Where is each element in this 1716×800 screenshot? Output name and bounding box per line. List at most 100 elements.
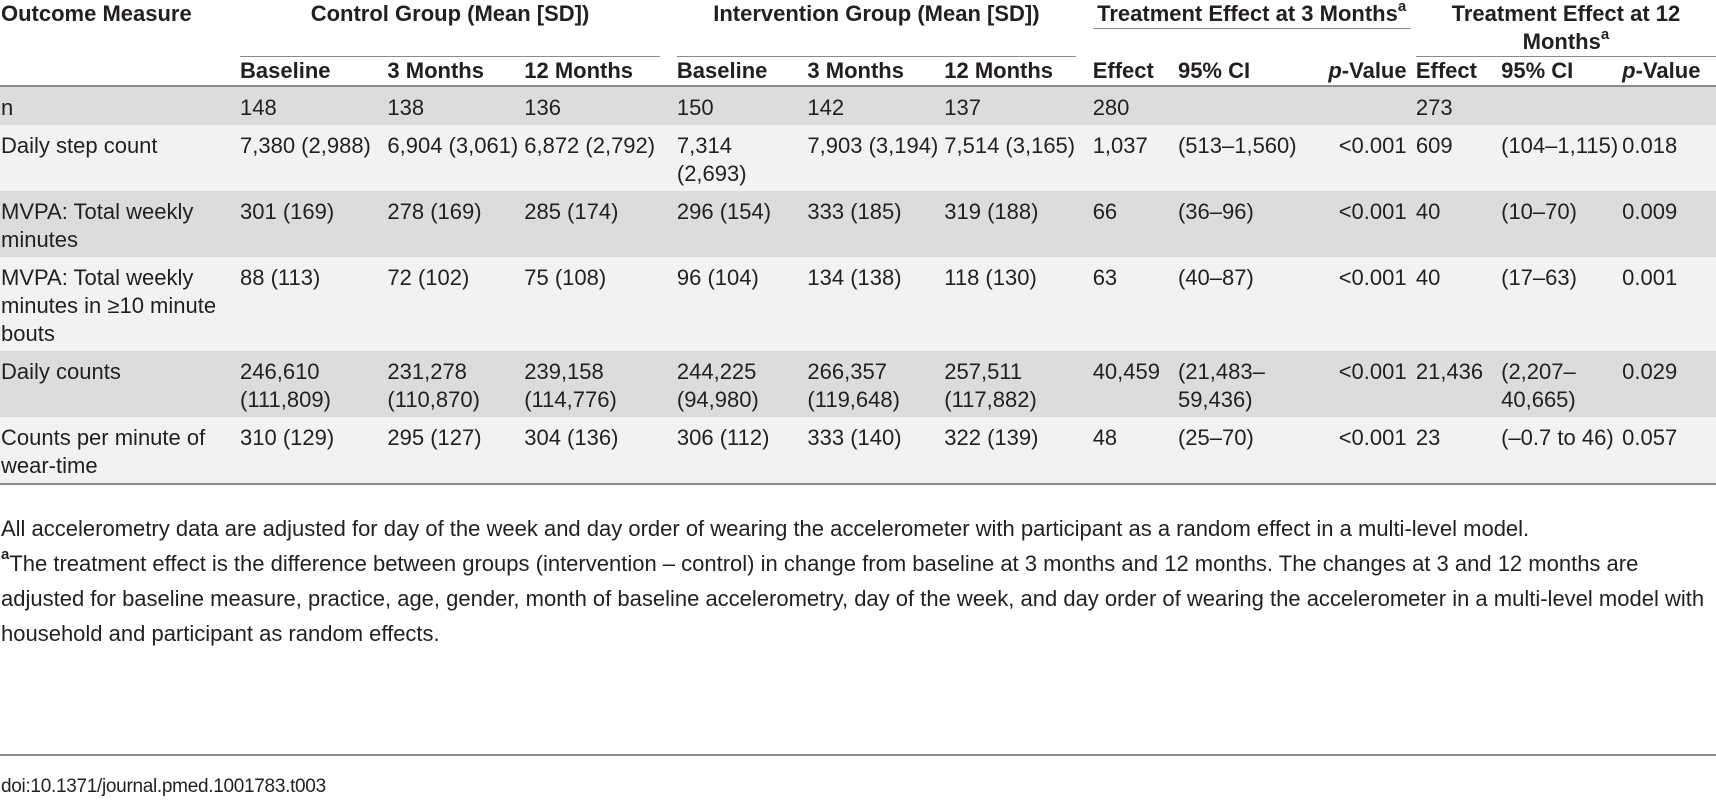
header-outcome-measure: Outcome Measure [1, 1, 192, 26]
cell-p-value-12: 0.001 [1622, 265, 1678, 290]
cell-ci-3 [1178, 86, 1315, 125]
table-row: Daily counts 246,610 (111,809) 231,278 (11… [0, 351, 1716, 417]
cell-intervention-12-months: 322 (139) [944, 425, 1039, 450]
cell-p-value-3 [1315, 86, 1411, 125]
control-group-label: Control Group (Mean [SD]) [240, 0, 661, 57]
cell-control-baseline: 246,610 (111,809) [240, 359, 331, 412]
table-notes: All accelerometry data are adjusted for … [0, 511, 1716, 651]
cell-control-baseline: 301 (169) [240, 199, 335, 224]
cell-ci-12: (–0.7 to 46) [1501, 425, 1614, 450]
cell-ci-3: (21,483–59,436) [1177, 359, 1265, 412]
footnote-marker: a [1397, 0, 1407, 15]
cell-effect-3: 280 [1092, 95, 1130, 120]
cell-control-3-months: 6,904 (3,061) [387, 133, 519, 158]
cell-row-label: n [1, 95, 14, 120]
note-adjustment: All accelerometry data are adjusted for … [1, 516, 1530, 541]
cell-control-3-months: 295 (127) [387, 425, 482, 450]
subheader-p-value-12: p-Value [1622, 57, 1716, 86]
doi-label: doi:10.1371/journal.pmed.1001783.t003 [1, 776, 326, 797]
header-effect-12-months: Treatment Effect at 12 Monthsa [1415, 0, 1716, 57]
doi-divider [0, 754, 1716, 756]
p-italic: p [1328, 58, 1342, 83]
cell-intervention-baseline: 96 (104) [676, 265, 759, 290]
cell-ci-12: (10–70) [1501, 199, 1577, 224]
cell-control-3-months: 278 (169) [387, 199, 482, 224]
cell-control-12-months: 75 (108) [524, 265, 607, 290]
subheader-ci-3: 95% CI [1177, 58, 1251, 83]
cell-intervention-12-months: 7,514 (3,165) [944, 133, 1076, 158]
cell-effect-12: 23 [1415, 425, 1441, 450]
cell-effect-3: 40,459 [1092, 359, 1160, 384]
cell-p-value-3: <0.001 [1338, 425, 1407, 450]
cell-intervention-12-months: 319 (188) [944, 199, 1039, 224]
cell-intervention-baseline: 306 (112) [676, 425, 770, 450]
effect-12-months-text: Treatment Effect at 12 Months [1451, 1, 1681, 54]
cell-intervention-3-months: 333 (185) [807, 199, 902, 224]
header-control-group: Control Group (Mean [SD]) [240, 0, 661, 57]
cell-ci-3: (513–1,560) [1177, 133, 1297, 158]
table-row: Daily step count 7,380 (2,988) 6,904 (3,06… [0, 125, 1716, 191]
cell-control-3-months: 138 [387, 95, 425, 120]
p-rest: -Value [1635, 58, 1701, 83]
cell-p-value-12: 0.057 [1622, 425, 1678, 450]
cell-effect-12: 40 [1415, 265, 1441, 290]
cell-intervention-12-months: 257,511 (117,882) [944, 359, 1037, 412]
cell-p-value-12: 0.018 [1622, 133, 1678, 158]
subheader-intervention-12-months: 12 Months [944, 58, 1054, 83]
cell-row-label: Counts per minute of wear-time [1, 425, 206, 478]
header-row-sub: Baseline 3 Months 12 Months Baseline 3 M… [0, 57, 1716, 86]
note-footnote-marker: a [1, 545, 10, 563]
cell-control-12-months: 136 [524, 95, 561, 120]
subheader-effect-3: Effect [1092, 58, 1154, 83]
cell-p-value-12: 0.009 [1622, 199, 1678, 224]
header-effect-3-months: Treatment Effect at 3 Monthsa [1092, 0, 1411, 57]
cell-control-3-months: 72 (102) [387, 265, 470, 290]
cell-intervention-3-months: 134 (138) [807, 265, 902, 290]
subheader-p-value-3: p-Value [1315, 57, 1411, 86]
cell-control-baseline: 310 (129) [240, 425, 335, 450]
cell-p-value-3: <0.001 [1338, 359, 1407, 384]
cell-intervention-baseline: 150 [676, 95, 714, 120]
cell-intervention-12-months: 137 [944, 95, 981, 120]
cell-effect-3: 48 [1092, 425, 1118, 450]
header-intervention-group: Intervention Group (Mean [SD]) [676, 0, 1076, 57]
cell-effect-12: 609 [1415, 133, 1453, 158]
subheader-control-3-months: 3 Months [387, 58, 484, 83]
cell-intervention-baseline: 244,225 (94,980) [676, 359, 759, 412]
cell-ci-3: (25–70) [1177, 425, 1254, 450]
cell-effect-12: 21,436 [1415, 359, 1484, 384]
effect-3-months-label: Treatment Effect at 3 Monthsa [1092, 0, 1411, 29]
cell-ci-12: (104–1,115) [1501, 133, 1619, 158]
intervention-group-label: Intervention Group (Mean [SD]) [676, 0, 1076, 57]
cell-intervention-3-months: 266,357 (119,648) [807, 359, 900, 412]
cell-control-3-months: 231,278 (110,870) [387, 359, 480, 412]
cell-control-baseline: 148 [240, 95, 277, 120]
cell-p-value-3: <0.001 [1338, 133, 1407, 158]
cell-row-label: MVPA: Total weekly minutes [1, 199, 194, 252]
subheader-control-12-months: 12 Months [524, 58, 634, 83]
cell-effect-3: 66 [1092, 199, 1118, 224]
cell-effect-12: 273 [1415, 95, 1453, 120]
results-table-container: Outcome Measure Control Group (Mean [SD]… [0, 0, 1716, 484]
note-treatment-effect: aThe treatment effect is the difference … [0, 546, 1716, 651]
note-treatment-effect-text: The treatment effect is the difference b… [1, 551, 1705, 646]
subheader-effect-12: Effect [1415, 58, 1477, 83]
cell-control-baseline: 7,380 (2,988) [240, 133, 371, 158]
cell-row-label: Daily step count [1, 133, 158, 158]
footnote-marker: a [1600, 25, 1610, 43]
cell-control-12-months: 6,872 (2,792) [524, 133, 656, 158]
cell-intervention-3-months: 142 [807, 95, 845, 120]
subheader-ci-12: 95% CI [1501, 58, 1574, 83]
table-row: MVPA: Total weekly minutes 301 (169) 278 (… [0, 191, 1716, 257]
cell-row-label: Daily counts [1, 359, 121, 384]
table-row: MVPA: Total weekly minutes in ≥10 minute… [0, 257, 1716, 351]
header-row-groups: Outcome Measure Control Group (Mean [SD]… [0, 0, 1716, 57]
cell-control-12-months: 304 (136) [524, 425, 619, 450]
table-row: n 148 138 136 150 142 137 280 273 [0, 86, 1716, 125]
cell-intervention-3-months: 333 (140) [807, 425, 902, 450]
table-body: n 148 138 136 150 142 137 280 273 Daily step coun… [0, 86, 1716, 484]
p-italic: p [1622, 58, 1636, 83]
effect-12-months-label: Treatment Effect at 12 Monthsa [1415, 0, 1716, 57]
table-row: Counts per minute of wear-time 310 (129) 2… [0, 417, 1716, 484]
cell-ci-12 [1501, 86, 1622, 125]
